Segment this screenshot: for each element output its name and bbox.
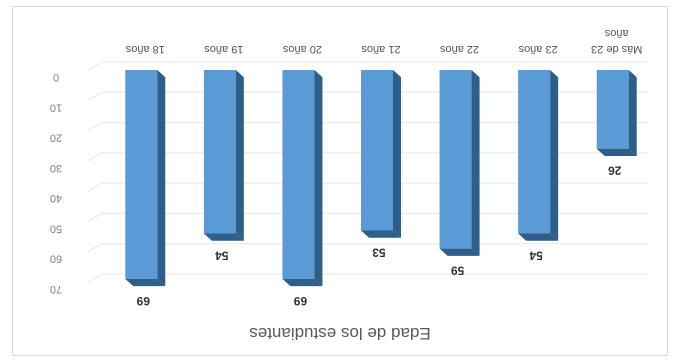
category-label: 19 años [204, 43, 244, 55]
y-tick-label: 0 [53, 71, 59, 83]
data-label: 54 [215, 249, 229, 263]
bar-side [157, 70, 166, 287]
bar-end [361, 230, 401, 238]
y-tick-label: 20 [50, 132, 62, 144]
bar-end [518, 233, 559, 241]
gridline-depth [87, 243, 103, 253]
y-axis-ticks: 0 10 20 30 40 50 60 70 [50, 71, 62, 295]
data-label: 69 [136, 294, 150, 308]
bar-front [439, 70, 472, 249]
bar-front [361, 70, 393, 231]
bar-end [203, 233, 244, 241]
bar-end [282, 278, 323, 287]
category-label: 23 años [518, 43, 558, 55]
bar-side [628, 70, 637, 156]
category-label: años [604, 27, 628, 39]
gridline-depth [87, 152, 103, 162]
category-label: 18 años [125, 43, 165, 55]
gridline-depth [87, 91, 103, 101]
category-label: 20 años [282, 43, 322, 55]
y-tick-label: 70 [50, 283, 62, 295]
bar [439, 70, 480, 256]
chart-frame [12, 6, 668, 356]
gridline-depth [87, 273, 103, 283]
category-labels: 18 años 19 años 20 años 21 años 22 años 23 añ… [125, 27, 642, 55]
data-label: 26 [608, 164, 622, 178]
bar [596, 70, 637, 156]
bar-side [235, 70, 244, 241]
bar [282, 70, 323, 287]
bar [518, 70, 559, 241]
category-label: Más de 23 [591, 43, 642, 55]
gridline-depth [87, 182, 103, 192]
bar-front [518, 70, 551, 234]
bar [361, 70, 401, 238]
bar-side [314, 70, 323, 287]
y-tick-label: 10 [50, 101, 62, 113]
y-tick-label: 40 [50, 192, 62, 204]
bar [203, 70, 244, 241]
bars [125, 70, 637, 287]
gridline-depth [87, 61, 103, 71]
chart-title: Edad de los estudiantes [249, 324, 430, 343]
category-label: 21 años [361, 43, 401, 55]
bar-front [282, 70, 315, 279]
bar-front [125, 70, 158, 279]
data-label: 69 [293, 294, 307, 308]
y-tick-label: 60 [50, 253, 62, 265]
bar-front [203, 70, 236, 234]
y-tick-label: 30 [50, 162, 62, 174]
data-labels: 69 54 69 53 59 54 26 [136, 164, 621, 308]
bar-front [596, 70, 629, 149]
bar [125, 70, 166, 287]
gridline-depth [87, 122, 103, 132]
category-label: 22 años [440, 43, 480, 55]
bar-side [471, 70, 480, 256]
bar-side [393, 70, 401, 238]
bar-end [596, 148, 637, 156]
bar-end [125, 278, 166, 287]
data-label: 54 [529, 249, 543, 263]
gridline-depth [87, 212, 103, 222]
bar-side [550, 70, 559, 241]
y-tick-label: 50 [50, 222, 62, 234]
bar-end [439, 248, 480, 256]
data-label: 59 [451, 264, 465, 278]
data-label: 53 [372, 246, 386, 260]
